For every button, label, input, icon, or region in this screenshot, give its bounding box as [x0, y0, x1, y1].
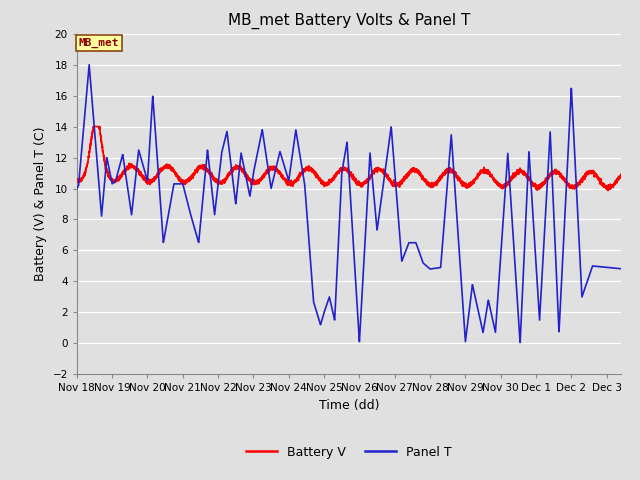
Text: MB_met: MB_met — [79, 38, 119, 48]
Title: MB_met Battery Volts & Panel T: MB_met Battery Volts & Panel T — [228, 13, 470, 29]
Legend: Battery V, Panel T: Battery V, Panel T — [241, 441, 457, 464]
X-axis label: Time (dd): Time (dd) — [319, 399, 379, 412]
Y-axis label: Battery (V) & Panel T (C): Battery (V) & Panel T (C) — [34, 127, 47, 281]
